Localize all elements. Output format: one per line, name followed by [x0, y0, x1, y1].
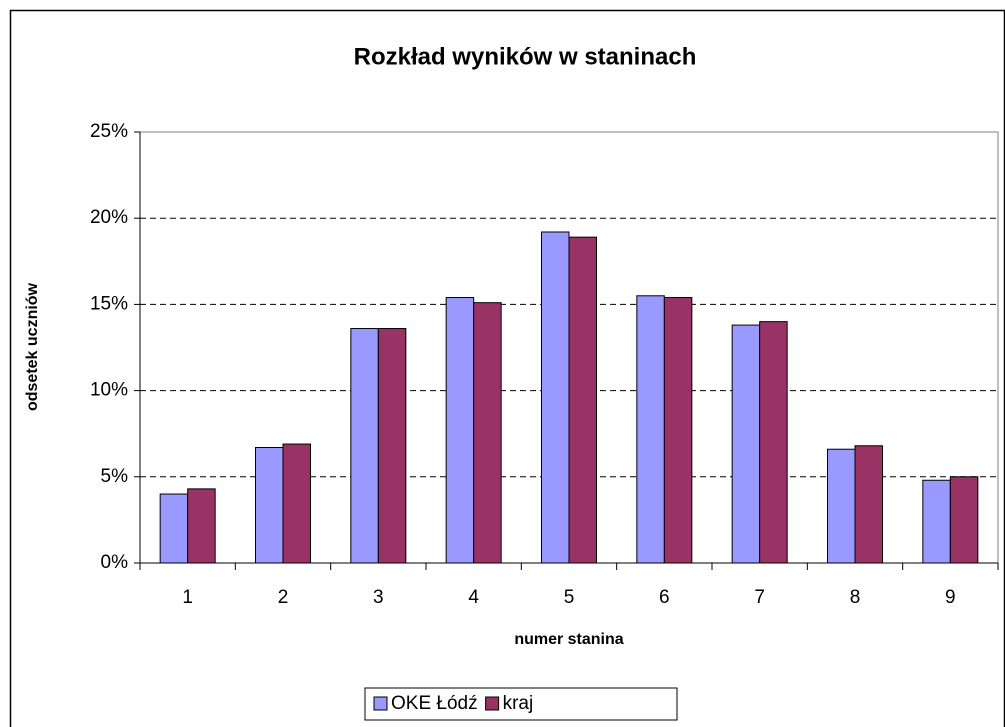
bar [377, 328, 407, 564]
bar [541, 231, 570, 564]
chart-title: Rozkład wyników w staninach [354, 43, 697, 70]
y-tick-label: 5% [101, 466, 129, 487]
legend-swatch [485, 696, 500, 711]
x-tick-label: 9 [945, 587, 956, 608]
bar [568, 236, 597, 564]
bar [949, 476, 979, 564]
x-tick-label: 2 [278, 587, 289, 608]
bar [922, 479, 951, 564]
y-tick-label: 10% [90, 380, 128, 401]
x-tick-label: 7 [754, 587, 765, 608]
bar [159, 493, 189, 564]
x-tick-label: 3 [373, 587, 384, 608]
bar [282, 443, 311, 564]
x-tick-label: 8 [850, 587, 861, 608]
x-axis-label: numer stanina [514, 631, 623, 648]
y-axis-label: odsetek uczniów [24, 282, 41, 411]
y-tick-label: 20% [90, 207, 128, 228]
legend-label: kraj [503, 693, 534, 714]
bar [731, 324, 761, 564]
bar [827, 448, 856, 564]
y-tick-label: 0% [101, 552, 129, 573]
legend-label: OKE Łódź [391, 693, 478, 714]
bar [187, 488, 216, 564]
x-tick-label: 4 [468, 587, 479, 608]
legend-swatch [373, 696, 388, 711]
x-tick-label: 5 [564, 587, 575, 608]
bar [445, 297, 475, 564]
y-tick-label: 15% [90, 293, 128, 314]
bar [255, 446, 284, 564]
bar [663, 297, 693, 564]
bar [759, 321, 788, 564]
legend-box [364, 687, 678, 721]
x-tick-label: 6 [659, 587, 670, 608]
bar [473, 302, 502, 564]
bar [636, 295, 665, 564]
bar [350, 328, 379, 564]
y-tick-label: 25% [90, 121, 128, 142]
x-tick-label: 1 [182, 587, 193, 608]
bar [854, 445, 883, 564]
